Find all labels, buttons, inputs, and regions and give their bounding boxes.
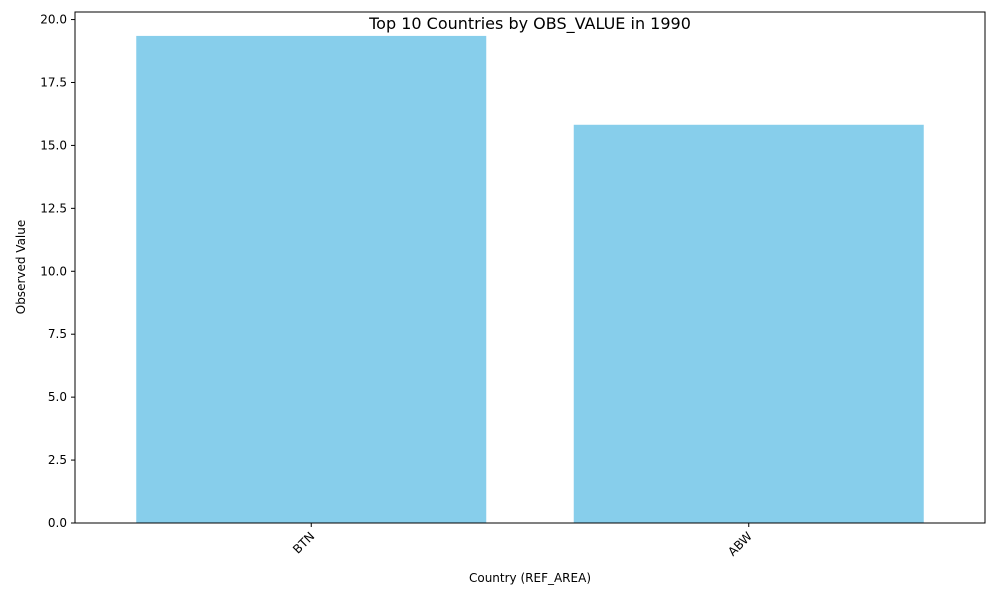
bar-abw bbox=[573, 124, 924, 524]
y-tick-label: 17.5 bbox=[40, 75, 67, 89]
chart-title: Top 10 Countries by OBS_VALUE in 1990 bbox=[368, 14, 691, 34]
y-tick-label: 0.0 bbox=[48, 516, 67, 530]
y-tick-label: 12.5 bbox=[40, 201, 67, 215]
y-tick-label: 10.0 bbox=[40, 264, 67, 278]
y-axis-ticks: 0.0 2.5 5.0 7.5 10.0 12.5 15.0 17.5 20.0 bbox=[40, 13, 75, 530]
y-tick-label: 7.5 bbox=[48, 327, 67, 341]
y-tick-label: 2.5 bbox=[48, 453, 67, 467]
x-axis-label: Country (REF_AREA) bbox=[469, 571, 591, 585]
plot-frame bbox=[74, 11, 986, 524]
x-tick-label: ABW bbox=[725, 529, 755, 559]
x-axis-ticks: BTN ABW bbox=[290, 523, 755, 559]
y-tick-label: 15.0 bbox=[40, 138, 67, 152]
x-tick-label: BTN bbox=[290, 529, 317, 556]
y-tick-label: 5.0 bbox=[48, 390, 67, 404]
bars-group bbox=[136, 35, 924, 524]
y-tick-label: 20.0 bbox=[40, 13, 67, 27]
y-axis-label: Observed Value bbox=[14, 220, 28, 315]
bar-btn bbox=[136, 35, 487, 524]
